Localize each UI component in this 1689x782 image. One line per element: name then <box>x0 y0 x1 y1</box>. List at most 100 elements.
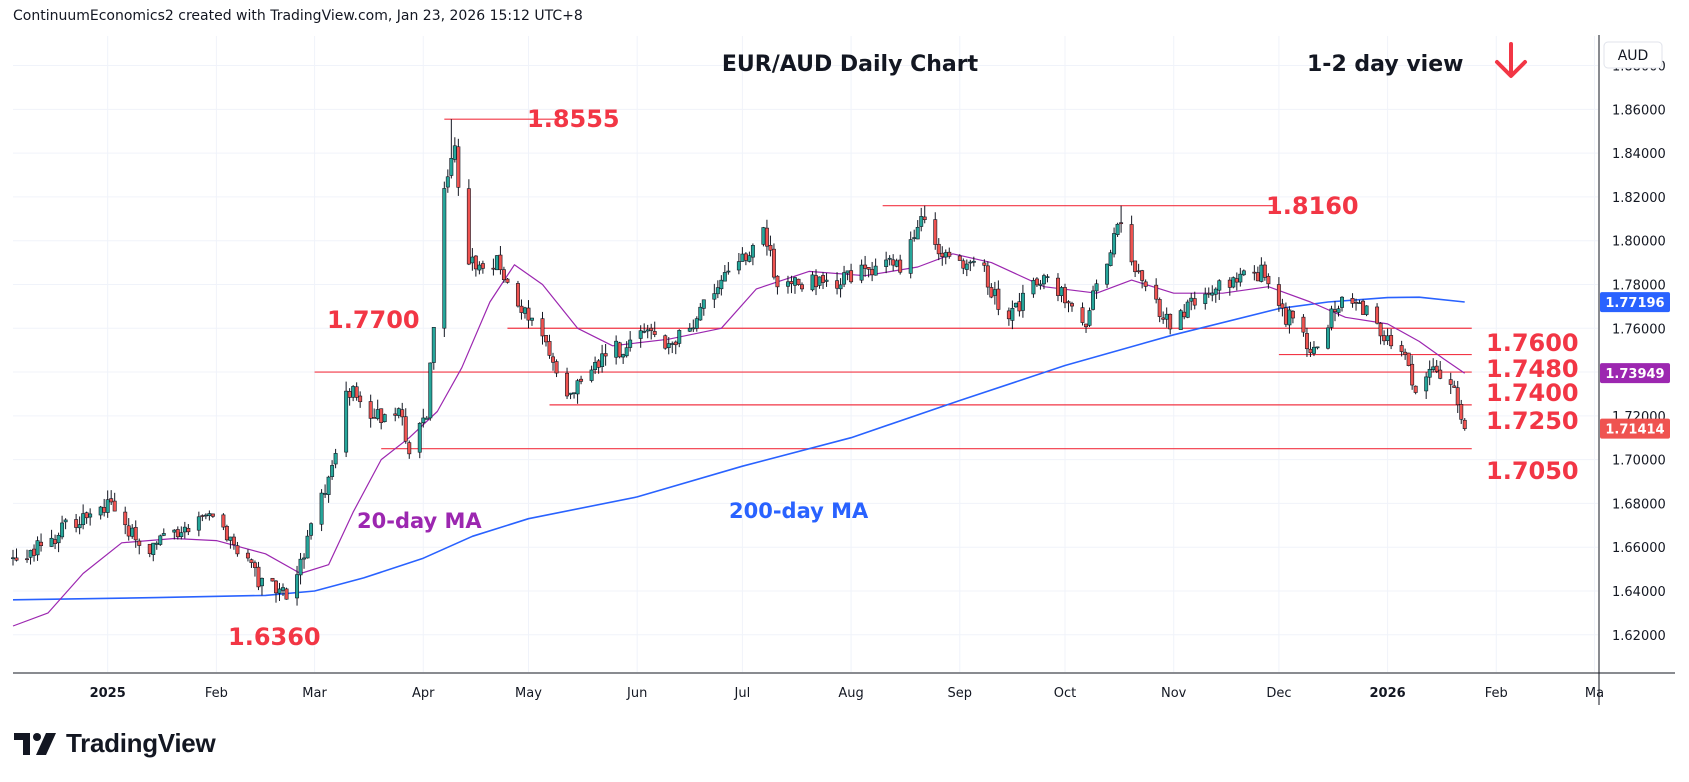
candle <box>1080 302 1085 326</box>
candle <box>109 490 114 505</box>
candle <box>88 508 93 526</box>
candle <box>28 549 33 565</box>
candle <box>775 275 780 295</box>
view-label: 1-2 day view <box>1307 52 1463 77</box>
level-label: 1.8160 <box>1266 192 1359 220</box>
candle <box>1290 310 1295 324</box>
candle <box>764 219 769 256</box>
candle <box>568 392 573 400</box>
candle <box>284 587 289 600</box>
candle <box>207 510 212 521</box>
candle <box>1017 292 1022 317</box>
candle <box>1406 352 1411 367</box>
candle <box>477 261 482 275</box>
candle <box>305 529 310 559</box>
candle <box>575 378 580 404</box>
chart-title: EUR/AUD Daily Chart <box>722 52 979 77</box>
candle <box>182 521 187 539</box>
candle <box>936 238 941 261</box>
candle <box>1182 304 1187 320</box>
candle <box>417 422 422 459</box>
candle <box>133 520 138 548</box>
candle <box>1315 346 1320 350</box>
candle <box>396 407 401 419</box>
candle <box>1266 273 1271 289</box>
candle <box>1112 227 1117 258</box>
price-axis[interactable]: 1.880001.860001.840001.820001.800001.780… <box>1612 60 1666 644</box>
level-label: 1.6360 <box>228 623 321 651</box>
candle <box>1157 297 1162 323</box>
candle <box>330 460 335 480</box>
candle <box>908 231 913 279</box>
level-label: 1.7400 <box>1486 379 1579 407</box>
y-tick-label: 1.76000 <box>1612 322 1666 337</box>
x-tick-label: May <box>515 686 542 701</box>
candle <box>985 261 990 295</box>
candle <box>56 532 61 553</box>
candle <box>642 323 647 334</box>
candle <box>712 283 717 309</box>
candle <box>77 516 82 535</box>
candle <box>137 538 142 555</box>
candle <box>796 278 801 286</box>
currency-label: AUD <box>1603 41 1663 69</box>
candle <box>172 529 177 540</box>
candle <box>1119 205 1124 233</box>
candle <box>982 259 987 272</box>
candle <box>1203 287 1208 310</box>
candle <box>277 582 282 601</box>
candle <box>922 205 927 224</box>
candle <box>719 275 724 296</box>
candle <box>971 256 976 267</box>
candle <box>1455 380 1460 414</box>
candle <box>842 265 847 288</box>
candle <box>1283 302 1288 327</box>
candle <box>628 331 633 352</box>
candle <box>1434 360 1439 374</box>
candle <box>49 529 54 547</box>
candle <box>572 392 577 399</box>
candle <box>1006 307 1011 326</box>
candle <box>1448 372 1453 395</box>
candle <box>442 181 447 338</box>
candle <box>649 323 654 340</box>
candle <box>105 490 110 518</box>
time-axis[interactable]: 2025 Feb Mar Apr May Jun Jul Aug Sep Oct Nov Dec 202… <box>90 686 1605 701</box>
down-arrow-icon <box>1495 42 1527 78</box>
y-tick-label: 1.82000 <box>1612 191 1666 206</box>
candle <box>298 552 303 585</box>
candle <box>989 283 994 299</box>
candle <box>1276 277 1281 312</box>
candle <box>870 261 875 282</box>
candle <box>957 254 962 261</box>
x-tick-label: Oct <box>1054 686 1076 701</box>
candle <box>1066 300 1071 313</box>
chart-attribution: ContinuumEconomics2 created with Trading… <box>13 8 583 24</box>
tradingview-logo[interactable]: TradingView <box>14 728 216 759</box>
candle <box>431 327 436 370</box>
svg-text:1.77196: 1.77196 <box>1605 296 1664 311</box>
candle <box>1020 284 1025 318</box>
tradingview-logo-text: TradingView <box>66 728 216 758</box>
candle <box>249 558 254 568</box>
candle <box>565 367 570 400</box>
candle <box>530 317 534 326</box>
ma200-line <box>12 296 1465 601</box>
candle <box>1178 308 1183 330</box>
candle <box>884 251 889 274</box>
x-tick-label: Nov <box>1161 686 1187 701</box>
candle <box>603 343 608 366</box>
candle <box>915 220 920 240</box>
candle <box>1287 306 1292 334</box>
candle <box>344 381 349 458</box>
x-tick-label: Aug <box>838 686 863 701</box>
candle <box>1459 399 1464 424</box>
candle <box>63 518 68 530</box>
candle <box>943 249 948 265</box>
x-tick-label: Feb <box>205 686 228 701</box>
candle <box>245 549 250 562</box>
svg-text:1.71414: 1.71414 <box>1605 423 1664 438</box>
candle <box>11 549 15 566</box>
candle <box>407 440 412 459</box>
